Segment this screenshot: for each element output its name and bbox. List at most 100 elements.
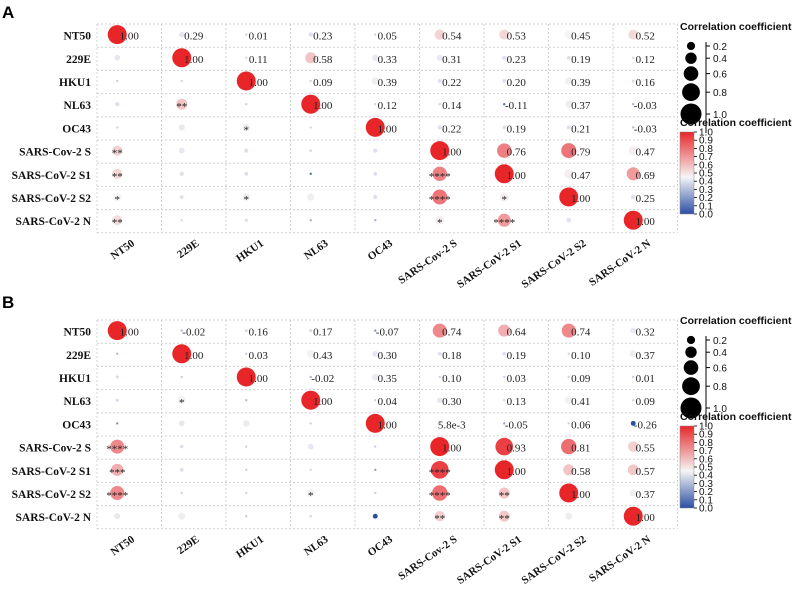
correlation-value: -0.03	[634, 100, 657, 112]
correlation-dot	[623, 210, 643, 230]
correlation-dot	[494, 460, 514, 480]
correlation-value: 0.39	[571, 77, 591, 89]
correlation-value: 1.00	[120, 31, 140, 43]
correlation-dot	[244, 171, 249, 176]
size-legend-dot	[682, 83, 700, 102]
correlation-value: 0.05	[378, 31, 398, 43]
correlation-dot	[438, 422, 441, 425]
correlation-value: 1.00	[378, 419, 398, 431]
row-label-sars-cov-2-s2: SARS-CoV-2 S2	[12, 489, 92, 501]
correlation-dot	[112, 145, 123, 156]
color-tick-label: 0.5	[699, 169, 713, 180]
correlation-dot	[179, 195, 184, 199]
column-label-oc43: OC43	[366, 533, 396, 559]
size-legend-dot	[685, 52, 697, 64]
correlation-dot	[561, 323, 576, 338]
color-tick-label: 0.3	[699, 479, 713, 490]
correlation-value: 0.79	[571, 147, 591, 159]
correlation-dot	[630, 327, 637, 334]
correlation-value: -0.02	[182, 327, 205, 339]
color-legend-title: Correlation coefficient	[680, 411, 792, 423]
correlation-value: 0.10	[442, 373, 462, 385]
correlation-dot	[629, 489, 637, 497]
correlation-value: 0.58	[313, 54, 333, 66]
column-label-229e: 229E	[175, 237, 201, 261]
correlation-value: 0.04	[378, 396, 398, 408]
correlation-value: 1.00	[571, 489, 591, 501]
correlation-dot	[112, 215, 123, 226]
significance-stars: ***	[109, 467, 126, 479]
correlation-dot	[374, 399, 377, 402]
correlation-value: 0.22	[442, 123, 461, 135]
correlation-dot	[627, 464, 639, 476]
correlation-dot	[178, 124, 185, 131]
correlation-value: 1.00	[249, 77, 269, 89]
correlation-dot	[245, 515, 248, 518]
correlation-dot	[309, 328, 313, 333]
significance-stars: **	[112, 148, 123, 160]
correlation-value: 0.17	[313, 327, 333, 339]
column-label-nl63: NL63	[302, 533, 331, 558]
correlation-dot	[180, 329, 183, 332]
correlation-value: 0.13	[507, 396, 527, 408]
column-label-sars-cov-2-s: SARS-Cov-2 S	[396, 237, 459, 286]
column-label-sars-cov-2-s: SARS-Cov-2 S	[396, 533, 459, 582]
correlation-dot	[494, 164, 514, 184]
correlation-dot	[438, 352, 442, 356]
correlation-value: 0.41	[571, 396, 590, 408]
correlation-value: 0.06	[571, 419, 591, 431]
correlation-dot	[567, 422, 570, 425]
correlation-value: 1.00	[249, 373, 269, 385]
correlation-value: 0.12	[636, 54, 655, 66]
significance-stars: *	[502, 194, 508, 206]
color-scale-bar	[679, 425, 695, 509]
row-label-sars-cov-2-n: SARS-CoV-2 N	[16, 216, 92, 228]
size-tick-label: 1.0	[713, 404, 727, 415]
correlation-dot	[178, 420, 185, 427]
correlation-dot	[176, 98, 188, 110]
column-label-sars-cov-2-s1: SARS-CoV-2 S1	[455, 533, 524, 586]
correlation-dot	[245, 468, 248, 471]
color-legend-title: Correlation coefficient	[680, 117, 792, 129]
color-tick-label: 0.4	[699, 471, 713, 482]
panel-letter-b: B	[2, 293, 14, 312]
row-label-229e: 229E	[66, 54, 91, 66]
column-label-sars-cov-2-n: SARS-CoV-2 N	[587, 237, 653, 288]
correlation-value: 0.10	[571, 350, 591, 362]
correlation-value: 0.23	[507, 54, 527, 66]
correlation-value: 0.43	[313, 350, 333, 362]
significance-stars: **	[499, 490, 510, 502]
correlation-dot	[503, 422, 506, 425]
correlation-dot	[301, 390, 321, 410]
correlation-dot	[307, 443, 314, 450]
correlation-value: 0.30	[378, 350, 398, 362]
correlation-dot	[116, 79, 119, 83]
correlation-value: 0.18	[442, 350, 462, 362]
correlation-value: -0.03	[634, 123, 657, 135]
column-label-nl63: NL63	[302, 237, 331, 262]
significance-stars: ****	[429, 171, 451, 183]
correlation-value: 0.16	[636, 77, 656, 89]
column-label-nt50: NT50	[109, 237, 138, 262]
correlation-dot	[497, 143, 512, 158]
correlation-value: 0.74	[442, 327, 462, 339]
row-label-sars-cov-2-n: SARS-CoV-2 N	[16, 512, 92, 524]
correlation-dot	[499, 192, 509, 202]
correlation-dot	[115, 102, 120, 107]
correlation-dot	[180, 219, 183, 222]
correlation-dot	[172, 48, 192, 68]
color-tick-label: 0.0	[699, 504, 713, 515]
correlation-dot	[244, 218, 248, 222]
row-label-oc43: OC43	[62, 123, 91, 135]
correlation-value: 1.00	[442, 147, 462, 159]
correlation-value: 0.16	[249, 327, 269, 339]
correlation-value: 1.00	[507, 466, 527, 478]
correlation-dot	[435, 215, 445, 225]
correlation-value: 1.00	[636, 512, 656, 524]
correlation-value: 0.25	[636, 193, 656, 205]
correlation-dot	[309, 422, 312, 425]
correlation-dot	[365, 117, 385, 137]
correlation-dot	[565, 100, 573, 108]
column-label-sars-cov-2-s2: SARS-CoV-2 S2	[519, 237, 588, 291]
correlation-value: 1.00	[313, 100, 333, 112]
